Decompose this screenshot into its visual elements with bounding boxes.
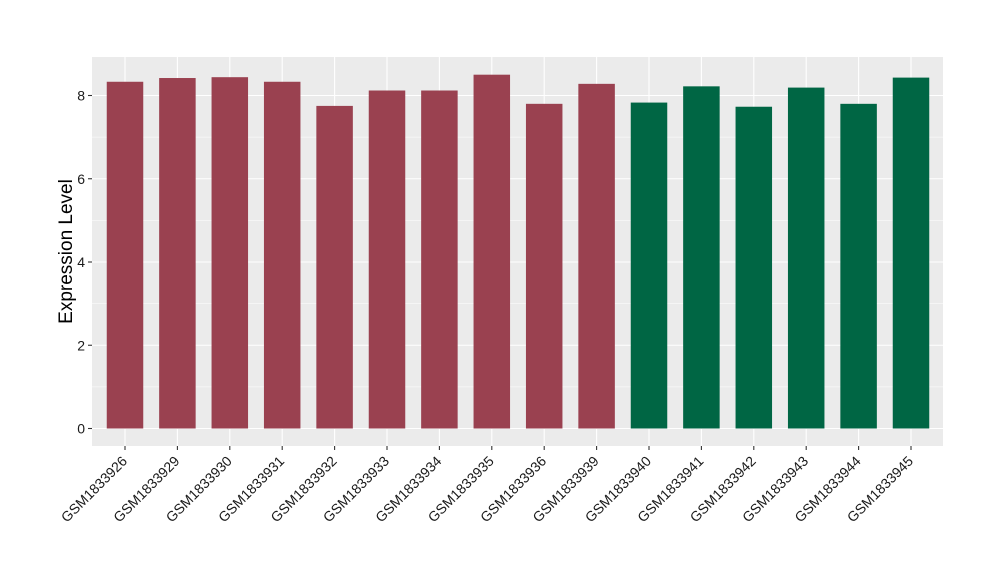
- y-axis: 0 2 4 6 8: [77, 88, 92, 437]
- bar-GSM1833926: [106, 81, 144, 429]
- bar-GSM1833933: [368, 90, 406, 429]
- bar-GSM1833944: [840, 103, 877, 429]
- bar-GSM1833936: [525, 103, 563, 429]
- bar-GSM1833942: [735, 106, 773, 429]
- y-tick-label: 2: [77, 337, 85, 353]
- bar-GSM1833939: [578, 83, 615, 429]
- bar-GSM1833943: [787, 87, 825, 429]
- bar-GSM1833932: [316, 105, 353, 429]
- bar-GSM1833945: [892, 77, 930, 429]
- bar-GSM1833934: [421, 90, 458, 429]
- y-tick-label: 0: [77, 421, 85, 437]
- bar-GSM1833941: [683, 86, 720, 429]
- bar-GSM1833935: [473, 74, 511, 429]
- bar-GSM1833930: [211, 77, 249, 429]
- y-tick-label: 8: [77, 88, 85, 104]
- x-axis: GSM1833926GSM1833929GSM1833930GSM1833931…: [58, 446, 916, 525]
- bar-GSM1833929: [159, 78, 196, 429]
- y-axis-title: Expression Level: [56, 179, 77, 324]
- bars: [106, 74, 930, 429]
- y-tick-label: 6: [77, 171, 85, 187]
- y-tick-label: 4: [77, 254, 85, 270]
- bar-GSM1833931: [263, 81, 301, 429]
- bar-GSM1833940: [630, 102, 668, 429]
